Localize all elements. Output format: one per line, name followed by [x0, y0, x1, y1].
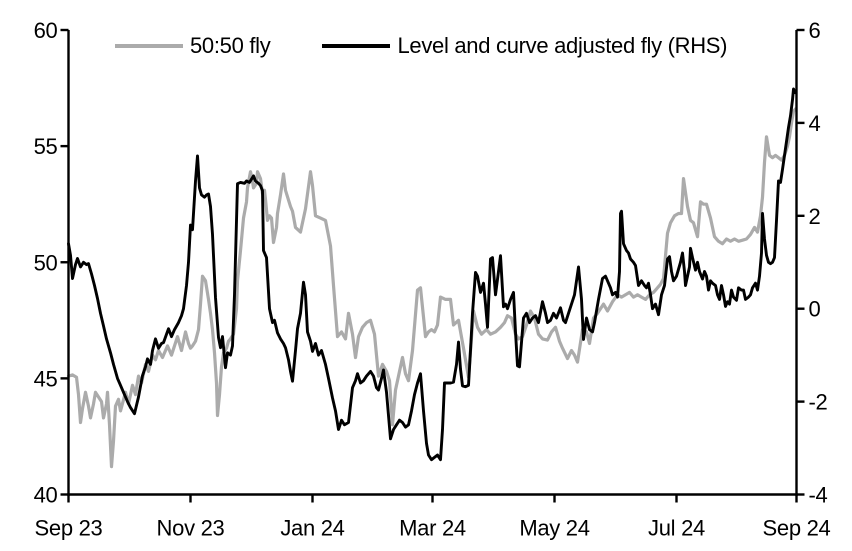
x-axis-tick-label: Nov 23: [157, 516, 225, 541]
left-axis-tick-label: 50: [34, 250, 58, 275]
x-axis-tick-label: Jan 24: [280, 516, 344, 541]
x-axis-tick-label: Sep 23: [35, 516, 103, 541]
left-axis-tick-label: 45: [34, 366, 58, 391]
left-axis-tick-label: 40: [34, 483, 58, 508]
legend-line-sample-black: [322, 44, 391, 48]
left-axis-tick-label: 60: [34, 18, 58, 43]
chart-legend: 50:50 fly Level and curve adjusted fly (…: [115, 33, 728, 59]
legend-item-5050-fly: 50:50 fly: [115, 33, 271, 59]
right-axis-tick-label: 6: [809, 18, 821, 43]
legend-item-adjusted-fly: Level and curve adjusted fly (RHS): [322, 33, 728, 59]
legend-label-adjusted-fly: Level and curve adjusted fly (RHS): [397, 33, 728, 58]
legend-line-sample-gray: [115, 44, 183, 48]
series-line-5050-fly: [66, 107, 798, 469]
x-axis-tick-label: Mar 24: [399, 516, 466, 541]
left-axis-tick-label: 55: [34, 134, 58, 159]
right-axis-tick-label: -2: [809, 390, 828, 415]
right-axis-tick-label: 2: [809, 204, 821, 229]
x-axis-tick-label: Sep 24: [763, 516, 831, 541]
right-axis-tick-label: -4: [809, 483, 828, 508]
x-axis-tick-label: Jul 24: [648, 516, 705, 541]
series-line-level-curve-adjusted-fly: [67, 87, 797, 462]
legend-label-5050-fly: 50:50 fly: [190, 33, 271, 58]
right-axis-tick-label: 0: [809, 297, 821, 322]
right-axis-tick-label: 4: [809, 111, 821, 136]
x-axis-tick-label: May 24: [519, 516, 589, 541]
